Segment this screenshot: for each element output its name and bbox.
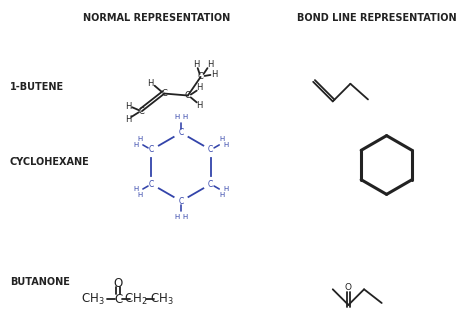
Text: H: H xyxy=(207,60,214,69)
Text: C: C xyxy=(208,145,213,154)
Text: O: O xyxy=(114,277,123,290)
Text: H: H xyxy=(137,136,142,142)
Text: H: H xyxy=(196,101,203,110)
Text: BUTANONE: BUTANONE xyxy=(10,278,70,287)
Text: C: C xyxy=(139,107,145,116)
Text: H: H xyxy=(133,185,138,191)
Text: H: H xyxy=(147,79,154,88)
Text: H: H xyxy=(133,142,138,148)
Text: C: C xyxy=(198,72,203,82)
Text: C: C xyxy=(178,197,184,206)
Text: 1-BUTENE: 1-BUTENE xyxy=(10,82,64,92)
Text: C: C xyxy=(149,180,154,188)
Text: C: C xyxy=(149,145,154,154)
Text: H: H xyxy=(174,114,180,120)
Text: H: H xyxy=(220,192,225,198)
Text: H: H xyxy=(196,83,203,92)
Text: C: C xyxy=(178,128,184,137)
Text: O: O xyxy=(345,283,352,292)
Text: $\mathregular{CH_2}$: $\mathregular{CH_2}$ xyxy=(124,291,148,307)
Text: NORMAL REPRESENTATION: NORMAL REPRESENTATION xyxy=(83,13,230,23)
Text: C: C xyxy=(185,91,191,100)
Text: BOND LINE REPRESENTATION: BOND LINE REPRESENTATION xyxy=(297,13,456,23)
Text: H: H xyxy=(125,102,131,111)
Text: H: H xyxy=(211,71,218,80)
Text: H: H xyxy=(193,60,200,69)
Text: H: H xyxy=(182,214,188,220)
Text: H: H xyxy=(224,142,229,148)
Text: H: H xyxy=(174,214,180,220)
Text: C: C xyxy=(162,89,167,98)
Text: H: H xyxy=(220,136,225,142)
Text: CYCLOHEXANE: CYCLOHEXANE xyxy=(10,157,90,167)
Text: C: C xyxy=(114,293,123,306)
Text: H: H xyxy=(137,192,142,198)
Text: C: C xyxy=(208,180,213,188)
Text: H: H xyxy=(182,114,188,120)
Text: H: H xyxy=(125,115,131,123)
Text: H: H xyxy=(224,185,229,191)
Text: $\mathregular{CH_3}$: $\mathregular{CH_3}$ xyxy=(81,291,105,307)
Text: $\mathregular{CH_3}$: $\mathregular{CH_3}$ xyxy=(150,291,173,307)
